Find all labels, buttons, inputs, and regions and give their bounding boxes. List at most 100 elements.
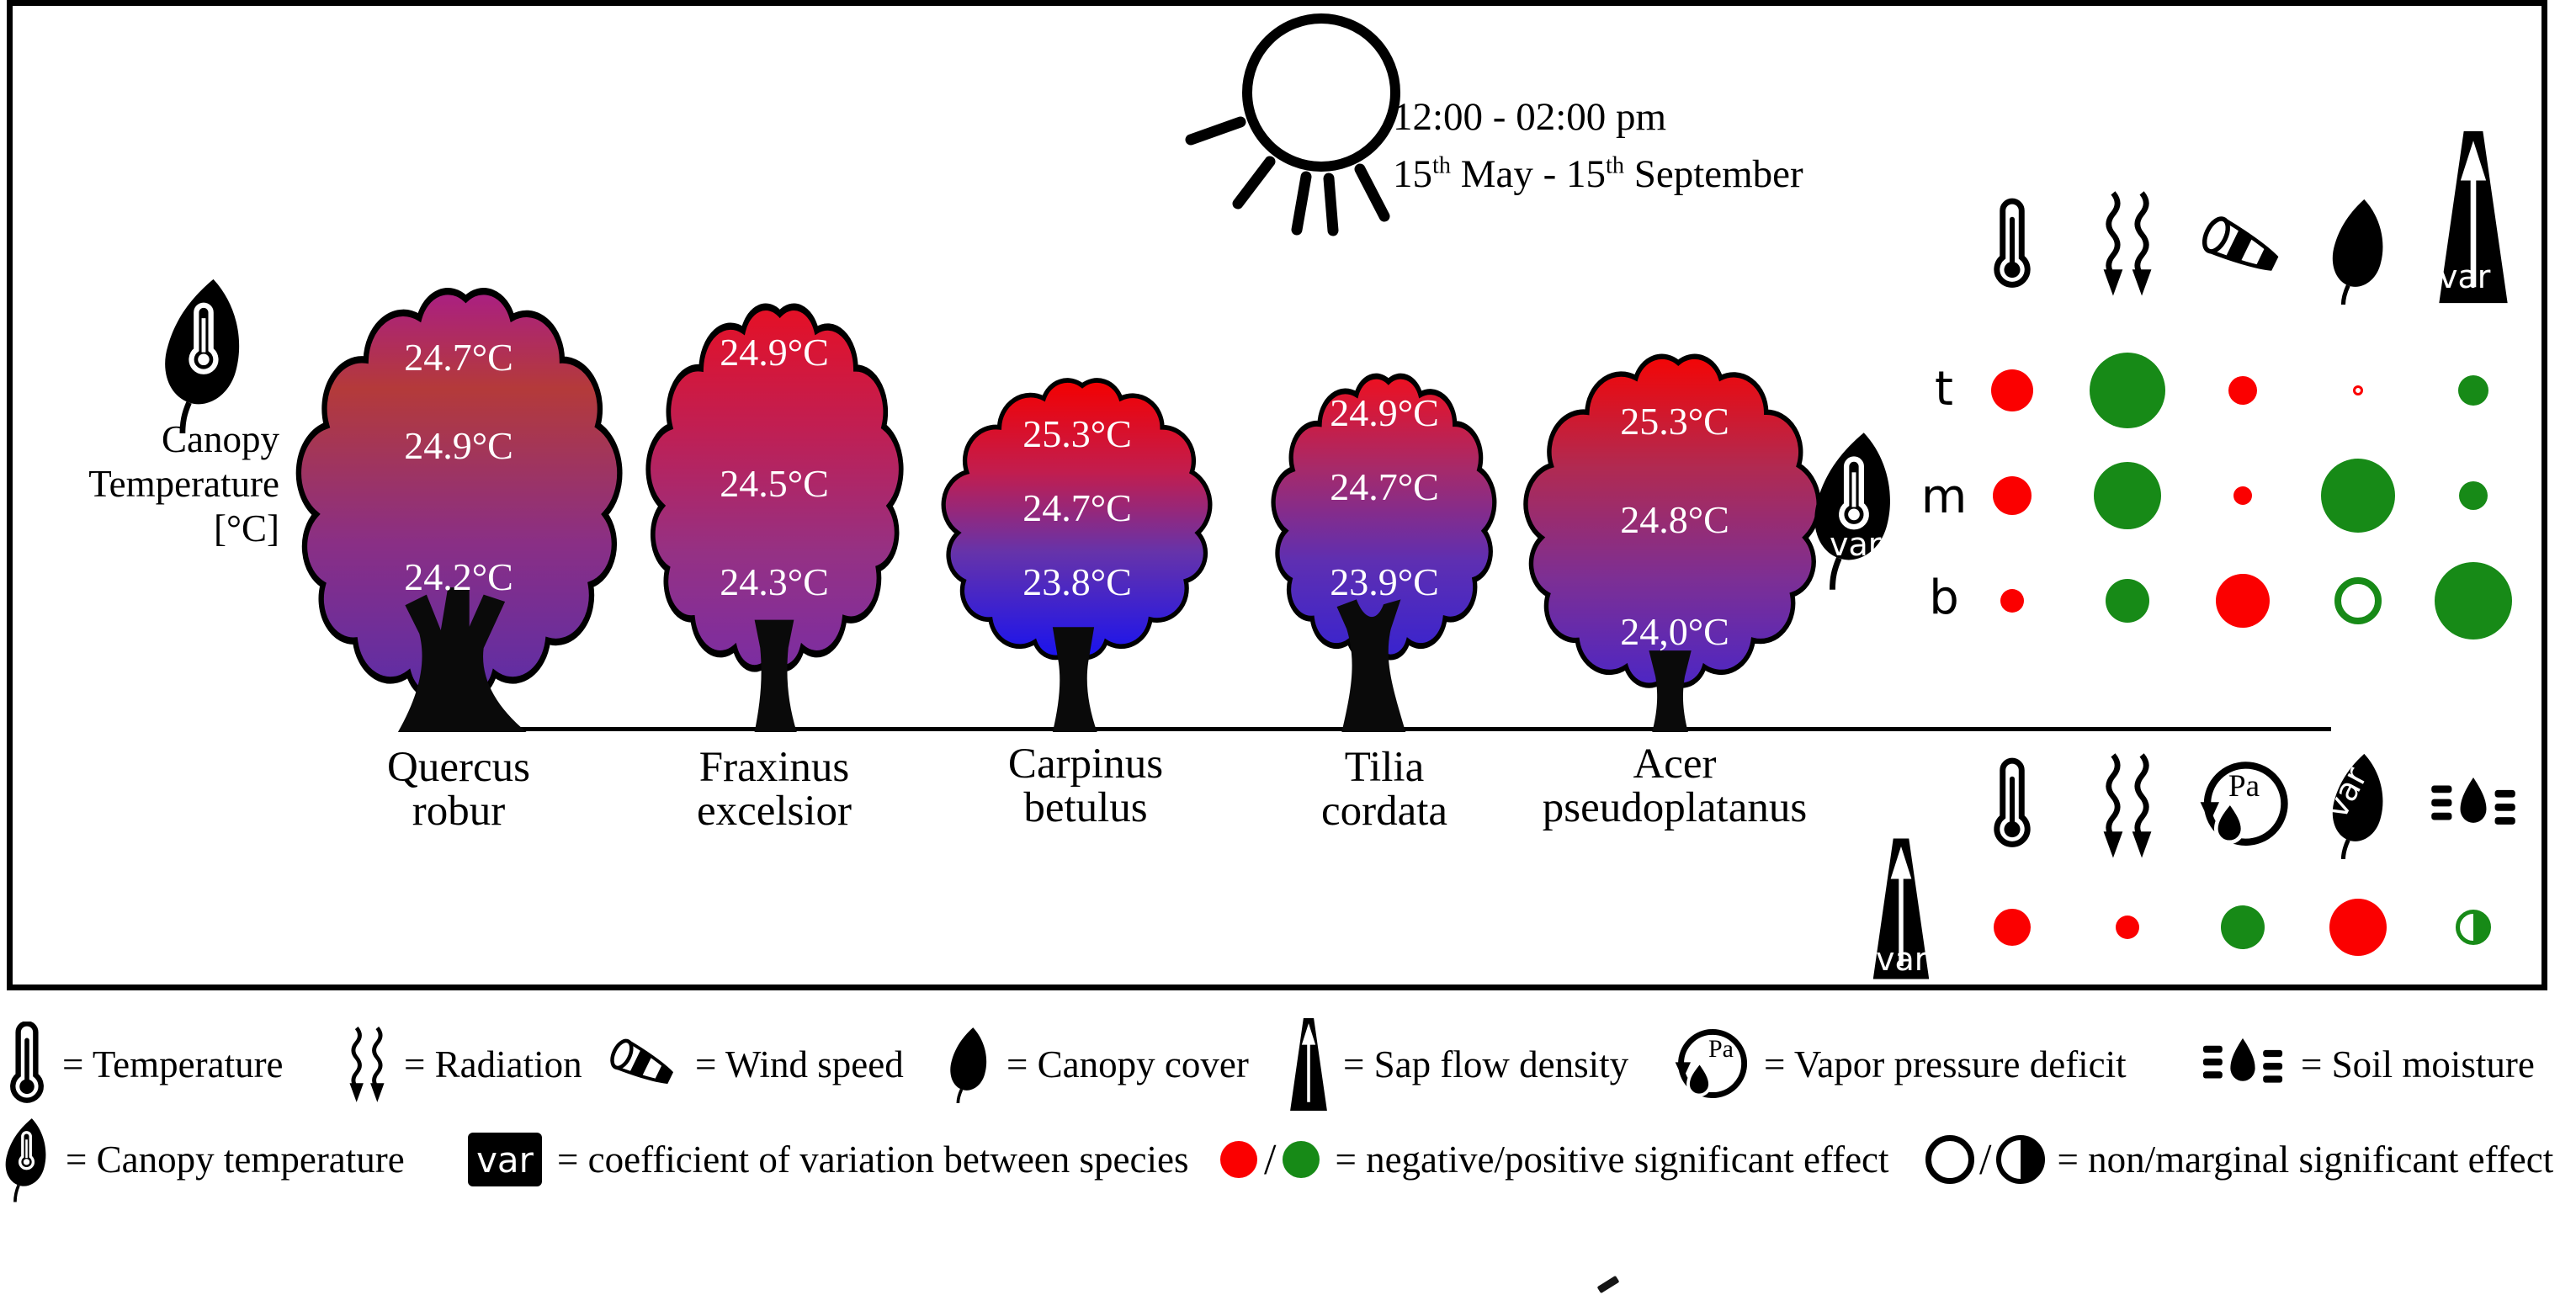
matrix-cell bbox=[1954, 442, 2069, 549]
tree-fraxinus-excelsior bbox=[634, 297, 915, 732]
windsock-icon bbox=[608, 1035, 680, 1094]
legend-neg-pos-effect: / = negative/positive significant effect bbox=[1220, 1109, 1889, 1210]
tree-trunk bbox=[397, 587, 527, 732]
matrix-cell bbox=[2415, 547, 2531, 655]
temp-bottom: 24,0°C bbox=[1620, 610, 1729, 653]
var-label: var bbox=[1830, 526, 1882, 563]
var-box-icon: var bbox=[468, 1133, 542, 1186]
sap-flow-density-var-icon: var bbox=[1856, 837, 1955, 982]
var-label: var bbox=[1876, 941, 1928, 978]
positive-effect-dot bbox=[1283, 1141, 1320, 1178]
matrix-cell bbox=[2069, 873, 2185, 981]
effect-dot-ring bbox=[2334, 577, 2382, 624]
temp-bottom: 23.9°C bbox=[1330, 560, 1439, 603]
matrix-icon-row-bottom: Pa var bbox=[1954, 734, 2531, 877]
dot-row-bottom bbox=[1954, 873, 2531, 981]
matrix-cell bbox=[2185, 337, 2300, 444]
leaf-icon bbox=[946, 1026, 991, 1103]
legend-radiation: = Radiation bbox=[345, 1014, 582, 1115]
dot-row-t bbox=[1954, 337, 2531, 444]
thermometer-icon bbox=[1954, 126, 2069, 305]
temp-middle: 24.9°C bbox=[404, 424, 513, 467]
tree-carpinus-betulus bbox=[928, 373, 1224, 732]
species-label-carpinus-betulus: Carpinus betulus bbox=[1007, 740, 1164, 831]
temp-top: 25.3°C bbox=[1620, 400, 1729, 443]
temp-middle: 24.7°C bbox=[1022, 486, 1132, 529]
tree-quercus-robur bbox=[280, 280, 637, 732]
effect-dot-filled bbox=[2093, 462, 2161, 529]
effect-dot-ring bbox=[2352, 385, 2363, 395]
canopy-temperature-icon bbox=[158, 271, 247, 439]
matrix-cell bbox=[2300, 337, 2415, 444]
matrix-cell bbox=[2415, 442, 2531, 549]
thermometer-icon bbox=[1954, 746, 2069, 864]
effect-dot-filled bbox=[2320, 459, 2395, 533]
legend-vapor-pressure-deficit: Pa = Vapor pressure deficit bbox=[1671, 1014, 2127, 1115]
radiation-icon bbox=[2069, 126, 2185, 305]
radiation-icon bbox=[2069, 745, 2185, 867]
effect-dot-filled bbox=[1992, 476, 2032, 515]
sap-flow-density-var-icon: var bbox=[2415, 126, 2531, 305]
effect-dot-filled bbox=[2105, 579, 2149, 623]
effect-dot-filled bbox=[2434, 562, 2512, 640]
effect-dot-filled bbox=[1990, 369, 2033, 411]
tree-trunk bbox=[1336, 599, 1406, 732]
matrix-cell bbox=[2300, 442, 2415, 549]
row-label-middle: m bbox=[1920, 470, 1968, 524]
temp-middle: 24.7°C bbox=[1330, 465, 1439, 508]
matrix-cell bbox=[2185, 547, 2300, 655]
temp-top: 24.9°C bbox=[720, 331, 829, 374]
legend-non-marginal-effect: / = non/marginal significant effect bbox=[1925, 1109, 2553, 1210]
effect-dot-filled bbox=[2089, 353, 2165, 428]
species-label-acer-pseudoplatanus: Acer pseudoplatanus bbox=[1542, 740, 1808, 831]
legend-wind-speed: = Wind speed bbox=[608, 1014, 904, 1115]
temp-bottom: 23.8°C bbox=[1022, 560, 1132, 603]
pa-label: Pa bbox=[1708, 1034, 1734, 1063]
vapor-pressure-deficit-icon: Pa bbox=[1671, 1025, 1749, 1105]
effect-dot-filled bbox=[2329, 899, 2387, 956]
species-label-fraxinus-excelsior: Fraxinus excelsior bbox=[696, 744, 852, 835]
temp-top: 24.9°C bbox=[1330, 391, 1439, 434]
vapor-pressure-deficit-icon: Pa bbox=[2185, 756, 2300, 854]
tree-trunk bbox=[1052, 627, 1097, 732]
axis-label-canopy-temperature: Canopy Temperature [°C] bbox=[88, 418, 279, 549]
temp-top: 25.3°C bbox=[1022, 412, 1132, 455]
matrix-cell bbox=[2415, 337, 2531, 444]
matrix-cell bbox=[1954, 337, 2069, 444]
date-range: 15th May - 15th September bbox=[1393, 152, 1803, 196]
matrix-cell bbox=[2300, 547, 2415, 655]
effect-dot-filled bbox=[2220, 905, 2265, 949]
species-label-tilia-cordata: Tilia cordata bbox=[1320, 744, 1448, 835]
matrix-cell bbox=[2185, 442, 2300, 549]
temp-bottom: 24.2°C bbox=[404, 555, 513, 598]
legend-canopy-temperature: = Canopy temperature bbox=[2, 1109, 405, 1210]
canopy-cover-var-icon: var bbox=[2300, 751, 2415, 859]
effect-dot-filled bbox=[2000, 589, 2024, 613]
legend-var: var = coefficient of variation between s… bbox=[468, 1109, 1188, 1210]
wind-speed-icon bbox=[2185, 126, 2300, 305]
non-significant-circle-icon bbox=[1925, 1135, 1974, 1184]
legend-sap-flow-density: = Sap flow density bbox=[1289, 1014, 1628, 1115]
matrix-cell bbox=[2300, 873, 2415, 981]
stray-mark bbox=[1596, 1275, 1620, 1294]
legend-canopy-cover: = Canopy cover bbox=[946, 1014, 1249, 1115]
canopy-temperature-var-icon: var bbox=[1808, 429, 1913, 593]
matrix-cell bbox=[2415, 873, 2531, 981]
temp-top: 24.7°C bbox=[404, 336, 513, 379]
effect-dot-filled bbox=[2115, 916, 2139, 939]
tree-trunk bbox=[754, 619, 797, 732]
soil-moisture-icon bbox=[2415, 774, 2531, 836]
sun-icon bbox=[1185, 13, 1400, 236]
tree-trunk bbox=[1649, 650, 1692, 732]
soil-moisture-icon bbox=[2200, 1035, 2286, 1094]
effect-dot-filled bbox=[2228, 376, 2257, 405]
matrix-cell bbox=[2185, 873, 2300, 981]
tree-tilia-cordata bbox=[1261, 369, 1506, 732]
effect-dot-filled bbox=[2458, 481, 2488, 510]
thermometer-icon bbox=[7, 1022, 47, 1107]
negative-effect-dot bbox=[1220, 1141, 1257, 1178]
temp-middle: 24.8°C bbox=[1620, 498, 1729, 541]
var-label: var bbox=[2439, 258, 2491, 295]
effect-dot-filled bbox=[1993, 909, 2031, 946]
